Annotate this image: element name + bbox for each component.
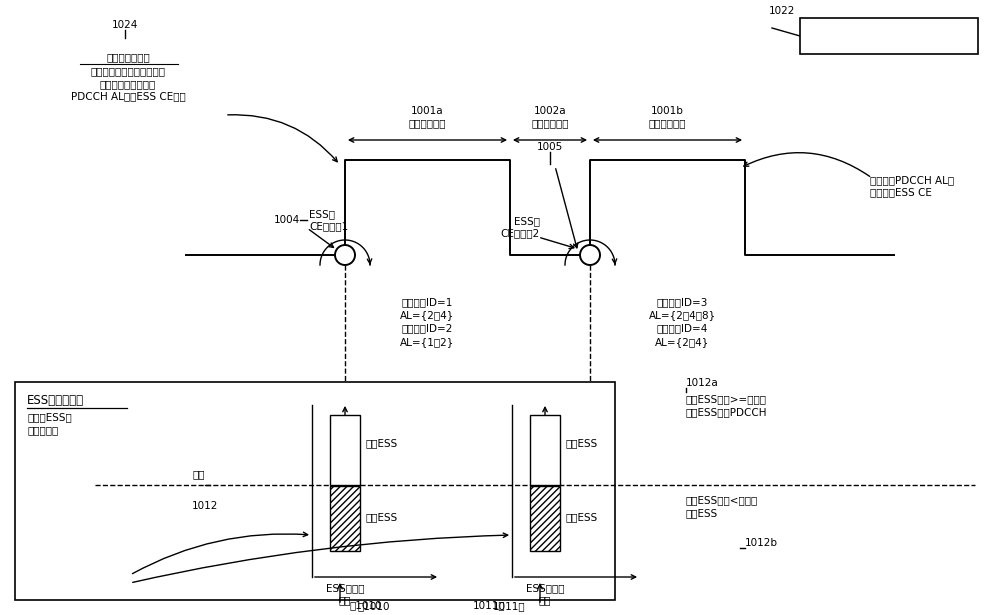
Text: 搜索空间ID=3
AL={2，4，8}
搜索空间ID=4
AL={2，4}: 搜索空间ID=3 AL={2，4，8} 搜索空间ID=4 AL={2，4}: [649, 297, 716, 347]
Bar: [530, 415, 560, 485]
Text: ESS的能量
检测: ESS的能量 检测: [326, 583, 364, 605]
Text: 1024: 1024: [112, 20, 138, 30]
Text: 1004: 1004: [274, 215, 300, 225]
Text: 1002a: 1002a: [534, 106, 566, 116]
Bar: [330, 415, 360, 485]
Text: 基于所需的覆盖: 基于所需的覆盖: [106, 52, 150, 62]
Text: 开启持续时间: 开启持续时间: [409, 118, 446, 128]
Text: 1012: 1012: [192, 501, 218, 511]
Text: 1005: 1005: [537, 142, 563, 152]
Text: 1012a: 1012a: [686, 378, 719, 388]
Text: 1011～: 1011～: [492, 601, 525, 611]
Text: 如果ESS能量>=阈值，
基于ESS监视PDCCH: 如果ESS能量>=阈值， 基于ESS监视PDCCH: [686, 394, 768, 417]
Text: 使用ESS: 使用ESS: [365, 438, 397, 448]
Text: 关闭持续时间: 关闭持续时间: [531, 118, 569, 128]
Text: 1011～: 1011～: [472, 600, 505, 610]
Text: 忽略ESS: 忽略ESS: [565, 512, 597, 523]
Text: 在丢失ESS的
情况下退却: 在丢失ESS的 情况下退却: [27, 412, 72, 435]
Bar: [330, 486, 360, 551]
Text: ESS的能量检测: ESS的能量检测: [27, 394, 84, 407]
Bar: [530, 486, 560, 551]
Text: 如果ESS能量<阈值，
忽略ESS: 如果ESS能量<阈值， 忽略ESS: [686, 495, 758, 518]
Circle shape: [335, 245, 355, 265]
Text: 阈值: 阈值: [192, 469, 205, 479]
Bar: [15, 382, 615, 600]
Circle shape: [580, 245, 600, 265]
Text: 开启持续时间: 开启持续时间: [649, 118, 686, 128]
Text: ～1010: ～1010: [357, 601, 390, 611]
Text: ～1010: ～1010: [350, 600, 382, 610]
Bar: [800, 18, 978, 54]
Text: ESS：
CE级别：2: ESS： CE级别：2: [501, 216, 540, 238]
Text: 在相关联的开启持续时间中
基于搜索空间的最大
PDCCH AL确定ESS CE级别: 在相关联的开启持续时间中 基于搜索空间的最大 PDCCH AL确定ESS CE级…: [71, 66, 185, 101]
Text: 1022: 1022: [769, 6, 795, 16]
Text: 1012b: 1012b: [745, 538, 778, 548]
Text: ESS：
CE级别：1: ESS： CE级别：1: [309, 209, 348, 231]
Text: 1001a: 1001a: [411, 106, 444, 116]
Text: 1001b: 1001b: [651, 106, 684, 116]
Text: ESS的能量
检测: ESS的能量 检测: [526, 583, 564, 605]
Text: 搜索空间ID=1
AL={2，4}
搜索空间ID=2
AL={1，2}: 搜索空间ID=1 AL={2，4} 搜索空间ID=2 AL={1，2}: [400, 297, 455, 347]
Text: AL=聚合级别: AL=聚合级别: [859, 30, 919, 42]
Text: 使用ESS: 使用ESS: [565, 438, 597, 448]
Text: 针对较大PDCCH AL，
使用较高ESS CE: 针对较大PDCCH AL， 使用较高ESS CE: [870, 175, 954, 197]
Text: 忽略ESS: 忽略ESS: [365, 512, 397, 523]
